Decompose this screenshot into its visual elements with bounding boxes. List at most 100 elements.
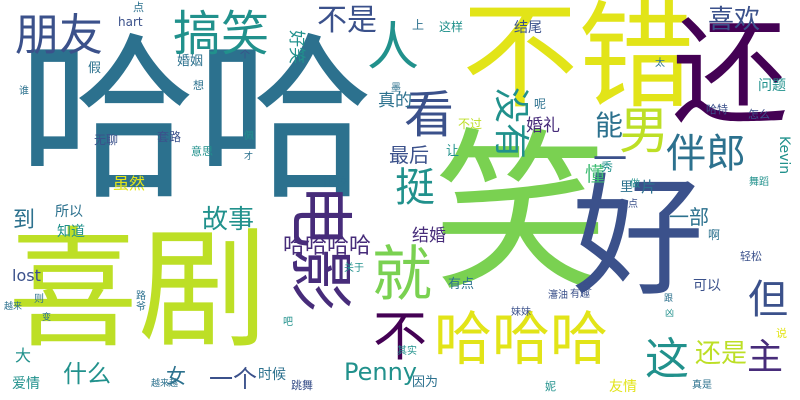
word-zuo: 做 [630,179,640,190]
word-meimei: 妹妹 [511,307,531,318]
word-keyi: 可以 [693,278,721,294]
word-xiao: 笑 [433,113,608,316]
word-ni: 妮 [545,380,556,393]
word-zhu: 主 [747,337,784,378]
word-pei: 佩 [244,131,254,142]
word-jiewei: 结尾 [514,20,542,36]
word-hunli: 婚礼 [526,116,560,136]
word-youqu: 有趣 [570,289,590,300]
word-banlang: 伴郎 [666,131,746,177]
word-gaoxiao: 搞笑 [173,6,270,62]
word-cai: 才 [244,152,254,162]
word-dian: 点 [133,1,144,14]
word-yidian: 一点 [618,199,638,210]
word-zenme: 怎么 [748,108,770,121]
word-wuliao: 无聊 [94,133,119,147]
word-lost: lost [12,266,41,285]
word-dan: 但 [748,277,788,323]
word-hate: 哈特 [706,103,728,116]
word-zhende: 真的 [378,91,412,111]
word-gushi: 故事 [202,205,255,235]
word-shihou: 时候 [258,367,286,383]
word-dao: 到 [13,208,36,233]
word-ye: 爷 [136,302,146,313]
word-rang: 让 [446,144,460,159]
word-bijiao: 比较 [323,175,348,189]
word-tiaowu: 跳舞 [291,379,313,392]
word-nan: 男 [619,102,669,160]
word-ne: 呢 [534,97,547,111]
word-ba: 吧 [283,317,293,328]
word-shuo: 说 [776,327,787,340]
word-hunyin: 婚姻 [177,54,204,69]
word-li: 里 [620,180,634,195]
word-bian: 变 [42,313,52,323]
word-haoxiao: 好笑 [286,30,306,64]
word-dong: 懂 [585,162,605,186]
word-neng: 能 [595,109,624,142]
word-hao: 好 [572,161,704,315]
word-kevin: Kevin [776,136,792,175]
word-meiyou: 没有 [490,87,531,160]
word-aiqing: 爱情 [12,376,40,392]
word-ge: 个 [240,50,250,61]
word-tai: 太 [655,58,665,69]
word-yi: 一 [593,140,627,180]
word-suoyi: 所以 [55,204,83,220]
word-genyi: 跟 [664,294,674,304]
word-yuelai: 越来 [4,302,23,312]
word-xiu: 秀 [601,160,614,174]
word-wudao: 舞蹈 [749,177,769,188]
word-yisi: 意思 [191,145,213,158]
word-taolu: 套路 [157,130,182,144]
word-penny: Penny [344,358,418,386]
word-suiran: 虽然 [113,174,146,193]
word-hahaha: 哈哈哈 [434,305,609,373]
word-ze: 则 [34,294,44,305]
word-shui: 谁 [19,86,29,97]
word-ting: 挺 [395,165,435,211]
word-youdian: 有点 [448,277,475,292]
word-kan: 看 [404,86,454,144]
word-yinwei: 因为 [412,375,439,390]
word-jiehun: 结婚 [412,226,446,246]
word-haha-big: 哈哈 [18,17,374,224]
word-xiang: 想 [193,79,204,92]
word-lu: 路 [136,291,146,302]
word-da: 大 [15,346,32,365]
word-bu: 不 [373,305,427,368]
word-zhe: 这 [645,334,689,385]
word-zheyang: 这样 [439,20,464,34]
word-nv: 女 [166,364,186,388]
word-hahahaha: 哈哈哈哈 [283,234,372,259]
word-mo: 墨 [391,83,401,94]
word-jiu: 就 [372,240,432,310]
word-jia: 假 [88,61,102,76]
word-shang: 上 [412,18,425,32]
word-wenti: 问题 [758,78,786,94]
word-zhenshi: 真是 [692,380,712,391]
word-mei: 美 [582,281,592,292]
word-guanyu: 关于 [344,263,364,274]
word-xiong: 凶 [665,309,675,319]
word-bushi: 不是 [317,3,377,38]
word-zhidao: 知道 [57,224,85,240]
word-yibu: 一部 [669,205,709,229]
word-buguo: 不过 [458,117,483,131]
word-ren: 人 [367,18,420,78]
word-haixi: 还是 [695,339,748,369]
word-youqing: 友情 [609,379,637,395]
word-bucuo: 不错 [462,0,694,125]
word-hart: hart [118,15,143,29]
word-qingsong: 轻松 [740,250,762,263]
word-hai: 还 [672,6,788,141]
word-yige: 一个 [209,365,257,393]
word-qishi: 其实 [397,346,417,357]
word-shenme: 什么 [63,360,111,388]
word-pian: 片 [641,178,657,196]
word-xihuan: 喜欢 [708,5,761,35]
word-zuihou: 最后 [389,143,429,167]
word-pengyou: 朋友 [15,10,103,61]
word-yueLaiyue: 越来越 [151,379,179,389]
